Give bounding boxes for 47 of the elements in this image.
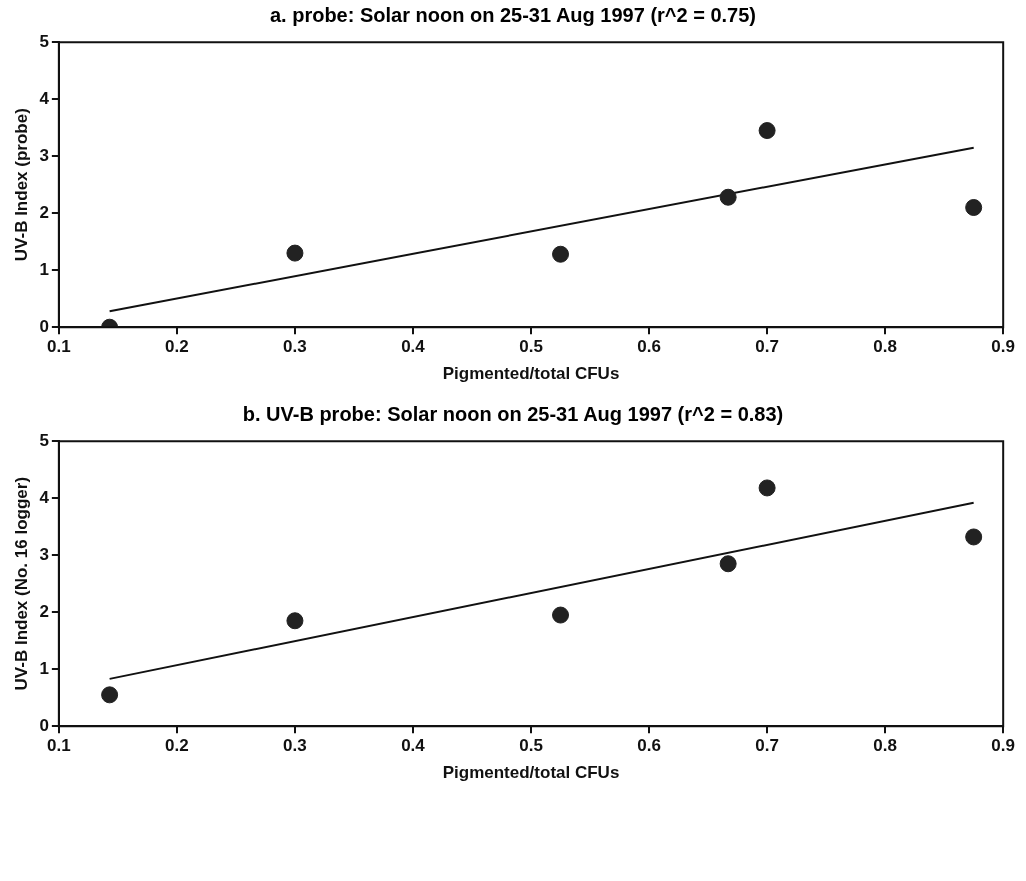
- x-tick-label: 0.8: [873, 736, 897, 756]
- y-tick-label: 1: [39, 658, 49, 678]
- point: [101, 686, 119, 704]
- x-tick-label: 0.1: [47, 337, 71, 357]
- x-tick-label: 0.2: [165, 736, 189, 756]
- x-tick-label: 0.6: [637, 337, 661, 357]
- y-tick-label: 3: [39, 145, 49, 165]
- point: [552, 606, 570, 624]
- y-axis-title: UV-B Index (No. 16 logger): [11, 476, 31, 691]
- x-tick-label: 0.5: [519, 337, 543, 357]
- point: [758, 122, 776, 140]
- point: [286, 612, 304, 630]
- x-tick-label: 0.5: [519, 736, 543, 756]
- y-tick-label: 1: [39, 259, 49, 279]
- x-tick-label: 0.4: [401, 337, 426, 357]
- x-tick-label: 0.3: [283, 337, 307, 357]
- y-axis-title: UV-B Index (probe): [11, 108, 31, 262]
- x-tick-label: 0.3: [283, 736, 307, 756]
- point: [552, 245, 570, 263]
- point: [719, 555, 737, 573]
- chart-title: b. UV-B probe: Solar noon on 25-31 Aug 1997 (r^2 = 0.83): [241, 403, 785, 426]
- x-axis-title: Pigmented/total CFUs: [442, 763, 620, 783]
- y-tick-label: 2: [39, 202, 49, 222]
- point: [965, 199, 983, 216]
- y-tick-label: 3: [39, 544, 49, 564]
- x-tick-label: 0.7: [755, 736, 779, 756]
- point: [965, 528, 983, 546]
- point: [719, 188, 737, 206]
- x-tick-label: 0.4: [401, 736, 426, 756]
- y-tick-label: 0: [39, 715, 49, 735]
- y-tick-label: 4: [39, 487, 50, 507]
- x-tick-label: 0.6: [637, 736, 661, 756]
- y-tick-label: 0: [39, 316, 49, 336]
- point: [758, 479, 776, 497]
- x-tick-label: 0.9: [991, 337, 1015, 357]
- point: [286, 244, 304, 262]
- x-axis-title: Pigmented/total CFUs: [442, 364, 620, 384]
- x-tick-label: 0.7: [755, 337, 779, 357]
- y-tick-label: 5: [39, 430, 49, 450]
- x-tick-label: 0.9: [991, 736, 1015, 756]
- x-tick-label: 0.8: [873, 337, 897, 357]
- y-tick-label: 4: [39, 88, 50, 108]
- x-tick-label: 0.2: [165, 337, 189, 357]
- x-tick-label: 0.1: [47, 736, 71, 756]
- y-tick-label: 2: [39, 601, 49, 621]
- chart-title: a. probe: Solar noon on 25-31 Aug 1997 (r^2 = 0.75): [268, 4, 758, 27]
- y-tick-label: 5: [39, 31, 49, 51]
